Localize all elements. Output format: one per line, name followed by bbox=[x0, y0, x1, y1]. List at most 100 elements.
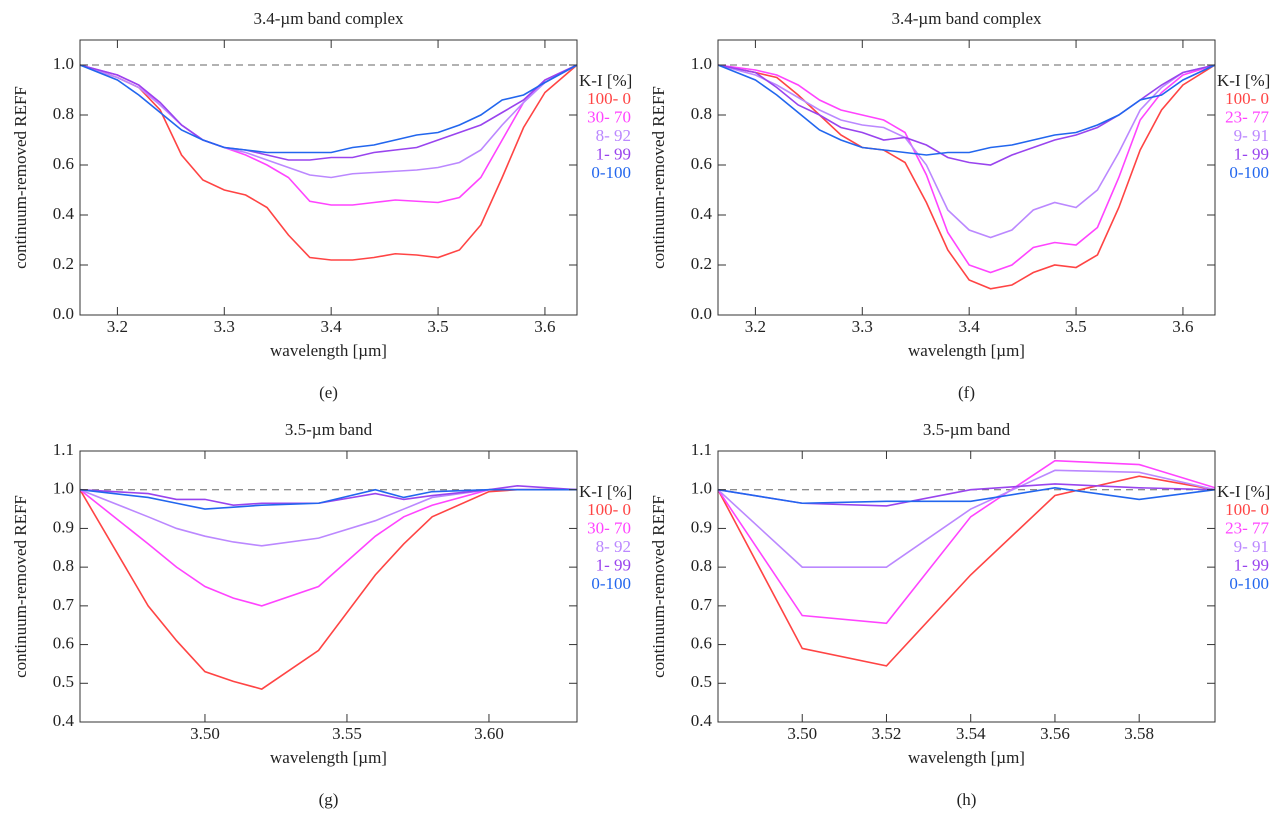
y-axis-label: continuum-removed REFF bbox=[649, 495, 668, 678]
data-line bbox=[717, 64, 1216, 290]
legend-entry: 0-100 bbox=[591, 574, 631, 593]
plot-frame bbox=[717, 39, 1216, 316]
x-tick-label: 3.52 bbox=[872, 724, 902, 743]
data-line bbox=[79, 488, 577, 510]
y-tick-label: 0.9 bbox=[691, 517, 712, 536]
legend-title: K-I [%] bbox=[579, 71, 632, 90]
y-tick-label: 0.8 bbox=[691, 104, 712, 123]
data-line bbox=[79, 488, 577, 690]
legend-entry: 8- 92 bbox=[596, 126, 631, 145]
y-tick-label: 0.4 bbox=[53, 204, 75, 223]
y-tick-label: 0.6 bbox=[691, 154, 712, 173]
data-line bbox=[79, 64, 578, 161]
legend-entry: 0-100 bbox=[1229, 574, 1269, 593]
chart-title: 3.4-µm band complex bbox=[891, 9, 1042, 28]
x-axis-label: wavelength [µm] bbox=[270, 748, 387, 767]
data-line bbox=[79, 64, 578, 179]
legend-entry: 30- 70 bbox=[587, 107, 631, 126]
plot-frame bbox=[79, 450, 578, 723]
legend-entry: 0-100 bbox=[591, 163, 631, 182]
x-axis-label: wavelength [µm] bbox=[908, 748, 1025, 767]
data-line bbox=[717, 469, 1216, 568]
panel-label: (e) bbox=[319, 383, 338, 402]
y-axis-label: continuum-removed REFF bbox=[649, 86, 668, 269]
legend-entry: 100- 0 bbox=[1225, 500, 1269, 519]
y-tick-label: 0.4 bbox=[691, 204, 713, 223]
legend-entry: 30- 70 bbox=[587, 518, 631, 537]
legend-entry: 100- 0 bbox=[1225, 89, 1269, 108]
data-line bbox=[717, 459, 1216, 625]
data-line bbox=[717, 64, 1216, 274]
x-tick-label: 3.50 bbox=[787, 724, 817, 743]
legend-entry: 0-100 bbox=[1229, 163, 1269, 182]
data-line bbox=[717, 475, 1216, 667]
y-tick-label: 1.1 bbox=[691, 440, 712, 459]
data-line bbox=[79, 488, 577, 607]
panel-label: (f) bbox=[958, 383, 975, 402]
y-tick-label: 0.2 bbox=[691, 254, 712, 273]
x-tick-label: 3.2 bbox=[745, 317, 766, 336]
y-tick-label: 0.2 bbox=[53, 254, 74, 273]
legend-entry: 8- 92 bbox=[596, 537, 631, 556]
data-line bbox=[717, 64, 1216, 239]
legend-entry: 100- 0 bbox=[587, 500, 631, 519]
x-tick-label: 3.4 bbox=[321, 317, 343, 336]
data-line bbox=[79, 485, 578, 507]
y-tick-label: 0.5 bbox=[53, 672, 74, 691]
legend-entry: 9- 91 bbox=[1234, 126, 1269, 145]
y-axis-label: continuum-removed REFF bbox=[11, 495, 30, 678]
x-tick-label: 3.6 bbox=[534, 317, 555, 336]
y-tick-label: 1.0 bbox=[53, 54, 74, 73]
legend-title: K-I [%] bbox=[579, 482, 632, 501]
x-tick-label: 3.60 bbox=[474, 724, 504, 743]
panel-label: (g) bbox=[319, 790, 339, 809]
plot-frame bbox=[79, 39, 578, 316]
panel-label: (h) bbox=[957, 790, 977, 809]
data-line bbox=[79, 64, 578, 154]
plot-frame bbox=[717, 450, 1216, 723]
legend-entry: 23- 77 bbox=[1225, 518, 1269, 537]
y-tick-label: 1.0 bbox=[53, 479, 74, 498]
legend-entry: 1- 99 bbox=[1234, 555, 1269, 574]
legend-entry: 1- 99 bbox=[1234, 144, 1269, 163]
y-tick-label: 1.1 bbox=[53, 440, 74, 459]
y-tick-label: 1.0 bbox=[691, 54, 712, 73]
y-tick-label: 0.8 bbox=[53, 104, 74, 123]
y-tick-label: 0.8 bbox=[53, 556, 74, 575]
x-axis-label: wavelength [µm] bbox=[270, 341, 387, 360]
x-tick-label: 3.50 bbox=[190, 724, 220, 743]
data-line bbox=[79, 64, 578, 261]
chart-title: 3.5-µm band bbox=[923, 420, 1011, 439]
y-tick-label: 0.4 bbox=[53, 711, 75, 730]
data-line bbox=[717, 486, 1216, 505]
chart-title: 3.5-µm band bbox=[285, 420, 373, 439]
x-tick-label: 3.58 bbox=[1124, 724, 1154, 743]
data-line bbox=[717, 64, 1216, 156]
data-line bbox=[717, 483, 1216, 507]
y-tick-label: 0.6 bbox=[53, 633, 74, 652]
x-tick-label: 3.6 bbox=[1172, 317, 1193, 336]
y-tick-label: 0.5 bbox=[691, 672, 712, 691]
x-tick-label: 3.4 bbox=[959, 317, 981, 336]
y-tick-label: 0.8 bbox=[691, 556, 712, 575]
x-tick-label: 3.3 bbox=[852, 317, 873, 336]
y-tick-label: 0.7 bbox=[691, 595, 713, 614]
y-tick-label: 0.0 bbox=[691, 304, 712, 323]
x-tick-label: 3.3 bbox=[214, 317, 235, 336]
x-axis-label: wavelength [µm] bbox=[908, 341, 1025, 360]
legend-title: K-I [%] bbox=[1217, 71, 1270, 90]
x-tick-label: 3.56 bbox=[1040, 724, 1070, 743]
legend-entry: 1- 99 bbox=[596, 144, 631, 163]
y-tick-label: 1.0 bbox=[691, 479, 712, 498]
legend-entry: 23- 77 bbox=[1225, 107, 1269, 126]
chart-title: 3.4-µm band complex bbox=[253, 9, 404, 28]
legend-entry: 100- 0 bbox=[587, 89, 631, 108]
legend-entry: 1- 99 bbox=[596, 555, 631, 574]
y-tick-label: 0.9 bbox=[53, 517, 74, 536]
y-tick-label: 0.6 bbox=[53, 154, 74, 173]
y-tick-label: 0.4 bbox=[691, 711, 713, 730]
y-tick-label: 0.6 bbox=[691, 633, 712, 652]
legend-entry: 9- 91 bbox=[1234, 537, 1269, 556]
legend-title: K-I [%] bbox=[1217, 482, 1270, 501]
